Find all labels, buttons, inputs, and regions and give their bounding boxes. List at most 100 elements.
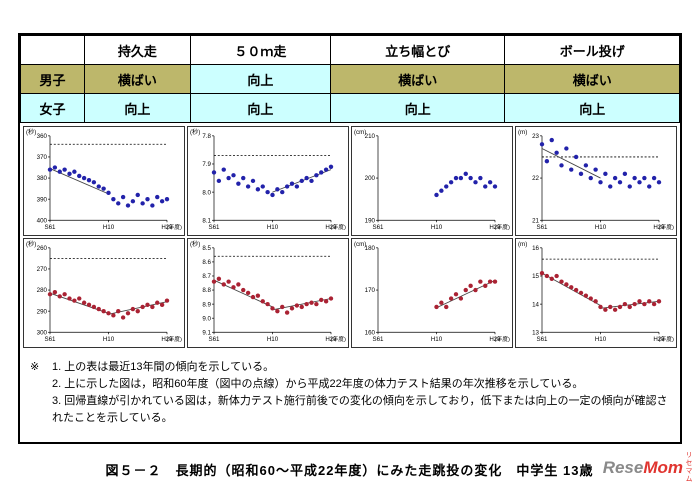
svg-text:380: 380 (37, 175, 48, 182)
cell-boys-standing-jump: 横ばい (329, 64, 506, 94)
svg-text:(年度): (年度) (495, 223, 511, 231)
svg-text:H22: H22 (653, 224, 665, 231)
svg-text:H22: H22 (489, 224, 501, 231)
svg-text:H22: H22 (489, 336, 501, 343)
svg-text:(秒): (秒) (26, 240, 36, 248)
col-header-50m-run: ５０ｍ走 (189, 35, 331, 65)
svg-text:(秒): (秒) (190, 128, 200, 136)
svg-text:8.7: 8.7 (202, 273, 211, 280)
cell-boys-ball-throw: 横ばい (504, 64, 680, 94)
svg-text:260: 260 (37, 245, 48, 252)
watermark-text-red: Mom (643, 457, 683, 477)
svg-text:H10: H10 (595, 336, 607, 343)
col-header-endurance-run: 持久走 (84, 35, 191, 65)
svg-text:23: 23 (532, 133, 539, 140)
svg-text:8.8: 8.8 (202, 287, 211, 294)
svg-text:H10: H10 (595, 224, 607, 231)
table-header-row: 持久走 ５０ｍ走 立ち幅とび ボール投げ (20, 35, 680, 65)
svg-text:8.9: 8.9 (202, 301, 211, 308)
note-item-3: 3. 回帰直線が引かれている図は，新体力テスト施行前後での変化の傾向を示しており… (52, 395, 668, 425)
table-corner-cell (20, 35, 85, 65)
svg-text:S61: S61 (372, 336, 384, 343)
svg-text:180: 180 (365, 245, 376, 252)
svg-text:H10: H10 (267, 224, 279, 231)
svg-text:(cm): (cm) (354, 241, 366, 248)
chart-50m-boys: (秒) 7.8 7.9 8.0 8.1 S61 H10 H22 (年度) (187, 126, 349, 236)
svg-text:S61: S61 (44, 336, 56, 343)
svg-text:H22: H22 (161, 336, 173, 343)
watermark-subtext: リセマム (685, 451, 692, 483)
svg-text:200: 200 (365, 175, 376, 182)
table-row-girls: 女子 向上 向上 向上 向上 (20, 93, 680, 123)
chart-ball-throw-boys: (m) 21 22 23 S61 H10 H22 (年度) (515, 126, 677, 236)
notes-marker: ※ (30, 361, 40, 373)
note-item-1: 1. 上の表は最近13年間の傾向を示している。 (52, 361, 275, 373)
svg-text:(m): (m) (518, 241, 527, 248)
svg-text:8.1: 8.1 (202, 217, 211, 224)
cell-boys-endurance: 横ばい (84, 64, 191, 94)
svg-text:H10: H10 (267, 336, 279, 343)
svg-text:(年度): (年度) (167, 335, 183, 343)
svg-text:(年度): (年度) (659, 335, 675, 343)
svg-text:H10: H10 (431, 336, 443, 343)
col-header-ball-throw: ボール投げ (504, 35, 680, 65)
svg-text:13: 13 (532, 329, 539, 336)
chart-ball-throw-girls: (m) 13 14 15 16 S61 H10 H22 (年度) (515, 238, 677, 348)
svg-text:H10: H10 (103, 336, 115, 343)
trend-table: 持久走 ５０ｍ走 立ち幅とび ボール投げ 男子 横ばい 向上 横ばい 横ばい 女… (20, 35, 680, 123)
svg-text:16: 16 (532, 245, 539, 252)
cell-girls-standing-jump: 向上 (329, 93, 506, 123)
svg-text:9.1: 9.1 (202, 329, 211, 336)
svg-text:7.9: 7.9 (202, 161, 211, 168)
svg-text:9.0: 9.0 (202, 315, 211, 322)
chart-50m-girls: (秒) 8.5 8.6 8.7 8.8 8.9 9.0 9.1 S61 H10 H22 (年度) (187, 238, 349, 348)
svg-text:H10: H10 (103, 224, 115, 231)
chart-standing-jump-girls: (cm) 160 170 180 S61 H10 H22 (年度) (351, 238, 513, 348)
svg-text:300: 300 (37, 329, 48, 336)
svg-text:(m): (m) (518, 129, 527, 136)
svg-text:H22: H22 (653, 336, 665, 343)
svg-text:400: 400 (37, 217, 48, 224)
svg-text:360: 360 (37, 133, 48, 140)
svg-text:H22: H22 (161, 224, 173, 231)
col-header-standing-jump: 立ち幅とび (329, 35, 506, 65)
svg-text:190: 190 (365, 217, 376, 224)
svg-text:(年度): (年度) (659, 223, 675, 231)
resemom-watermark: Rese Mom リセマム (594, 449, 696, 485)
svg-text:(cm): (cm) (354, 129, 366, 136)
svg-text:7.8: 7.8 (202, 133, 211, 140)
svg-text:160: 160 (365, 329, 376, 336)
cell-girls-50m: 向上 (189, 93, 331, 123)
svg-text:21: 21 (532, 217, 539, 224)
cell-girls-ball-throw: 向上 (504, 93, 680, 123)
svg-text:15: 15 (532, 273, 539, 280)
chart-endurance-girls: (秒) 260 270 280 290 300 S61 H10 H22 (年度) (23, 238, 185, 348)
note-item-2: 2. 上に示した図は，昭和60年度（図中の点線）から平成22年度の体力テスト結果… (52, 378, 584, 391)
svg-text:(年度): (年度) (331, 335, 347, 343)
svg-text:S61: S61 (208, 336, 220, 343)
note-items: 1. 上の表は最近13年間の傾向を示している。 2. 上に示した図は，昭和60年… (50, 359, 668, 438)
svg-text:22: 22 (532, 175, 539, 182)
svg-text:(年度): (年度) (495, 335, 511, 343)
cell-girls-endurance: 向上 (84, 93, 191, 123)
chart-standing-jump-boys: (cm) 190 200 210 S61 H10 H22 (年度) (351, 126, 513, 236)
svg-text:280: 280 (37, 287, 48, 294)
row-label-boys: 男子 (20, 64, 85, 94)
charts-grid: (秒) 360 370 380 390 400 S61 H10 H22 (年度) (秒) 7.8 7.… (23, 126, 677, 348)
svg-text:(年度): (年度) (331, 223, 347, 231)
svg-text:H10: H10 (431, 224, 443, 231)
svg-text:8.6: 8.6 (202, 259, 211, 266)
svg-text:(年度): (年度) (167, 223, 183, 231)
watermark-text-gray: Rese (602, 457, 644, 477)
svg-text:S61: S61 (208, 224, 220, 231)
chart-endurance-boys: (秒) 360 370 380 390 400 S61 H10 H22 (年度) (23, 126, 185, 236)
svg-text:270: 270 (37, 266, 48, 273)
svg-text:290: 290 (37, 308, 48, 315)
svg-text:(秒): (秒) (190, 240, 200, 248)
notes-section: ※ 1. 上の表は最近13年間の傾向を示している。 2. 上に示した図は，昭和6… (20, 351, 680, 442)
svg-text:14: 14 (532, 301, 539, 308)
svg-text:170: 170 (365, 287, 376, 294)
svg-text:390: 390 (37, 196, 48, 203)
content-frame: 持久走 ５０ｍ走 立ち幅とび ボール投げ 男子 横ばい 向上 横ばい 横ばい 女… (18, 33, 682, 444)
